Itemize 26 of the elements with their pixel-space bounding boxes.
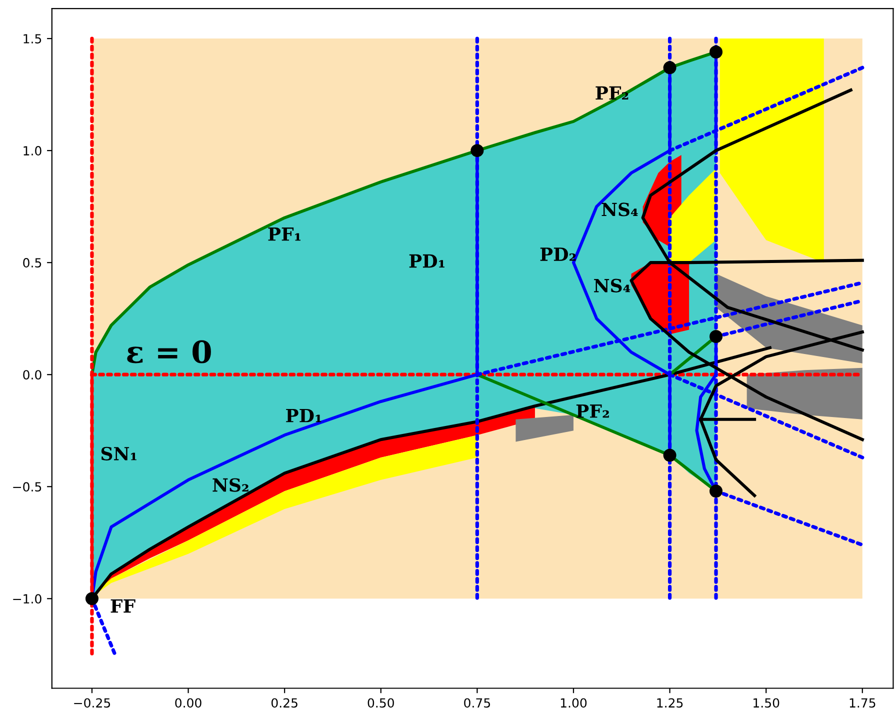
annotation: NS₄ (594, 278, 630, 292)
annotation: PD₂ (540, 248, 576, 261)
y-tick-label: −0.5 (13, 482, 42, 492)
x-tick-label: 0.00 (175, 698, 202, 708)
y-tick-label: 0.0 (23, 370, 42, 380)
annotation: PD₁ (286, 408, 322, 422)
annotation: NS₄ (602, 202, 638, 216)
annotation: PF₁ (268, 228, 300, 241)
annotation: ε = 0 (127, 340, 211, 364)
x-tick-label: 1.00 (560, 698, 587, 708)
x-tick-label: 1.50 (754, 698, 780, 708)
annotation: FF (110, 599, 136, 613)
x-tick-label: −0.25 (74, 698, 110, 708)
annotation: NS₂ (212, 478, 248, 492)
y-tick-label: 1.0 (24, 146, 42, 156)
y-tick-label: 1.5 (24, 34, 42, 44)
x-tick-label: 0.50 (368, 698, 394, 708)
x-tick-label: 1.25 (657, 698, 683, 708)
x-tick-label: 1.75 (850, 698, 876, 708)
x-tick-label: 0.75 (464, 698, 490, 708)
annotation: PD₁ (409, 254, 444, 268)
y-tick-label: −1.0 (13, 594, 42, 604)
x-tick-label: 0.25 (271, 698, 298, 708)
annotation: PF₂ (576, 404, 609, 418)
annotation: SN₁ (101, 446, 136, 460)
y-tick-label: 0.5 (23, 258, 42, 268)
